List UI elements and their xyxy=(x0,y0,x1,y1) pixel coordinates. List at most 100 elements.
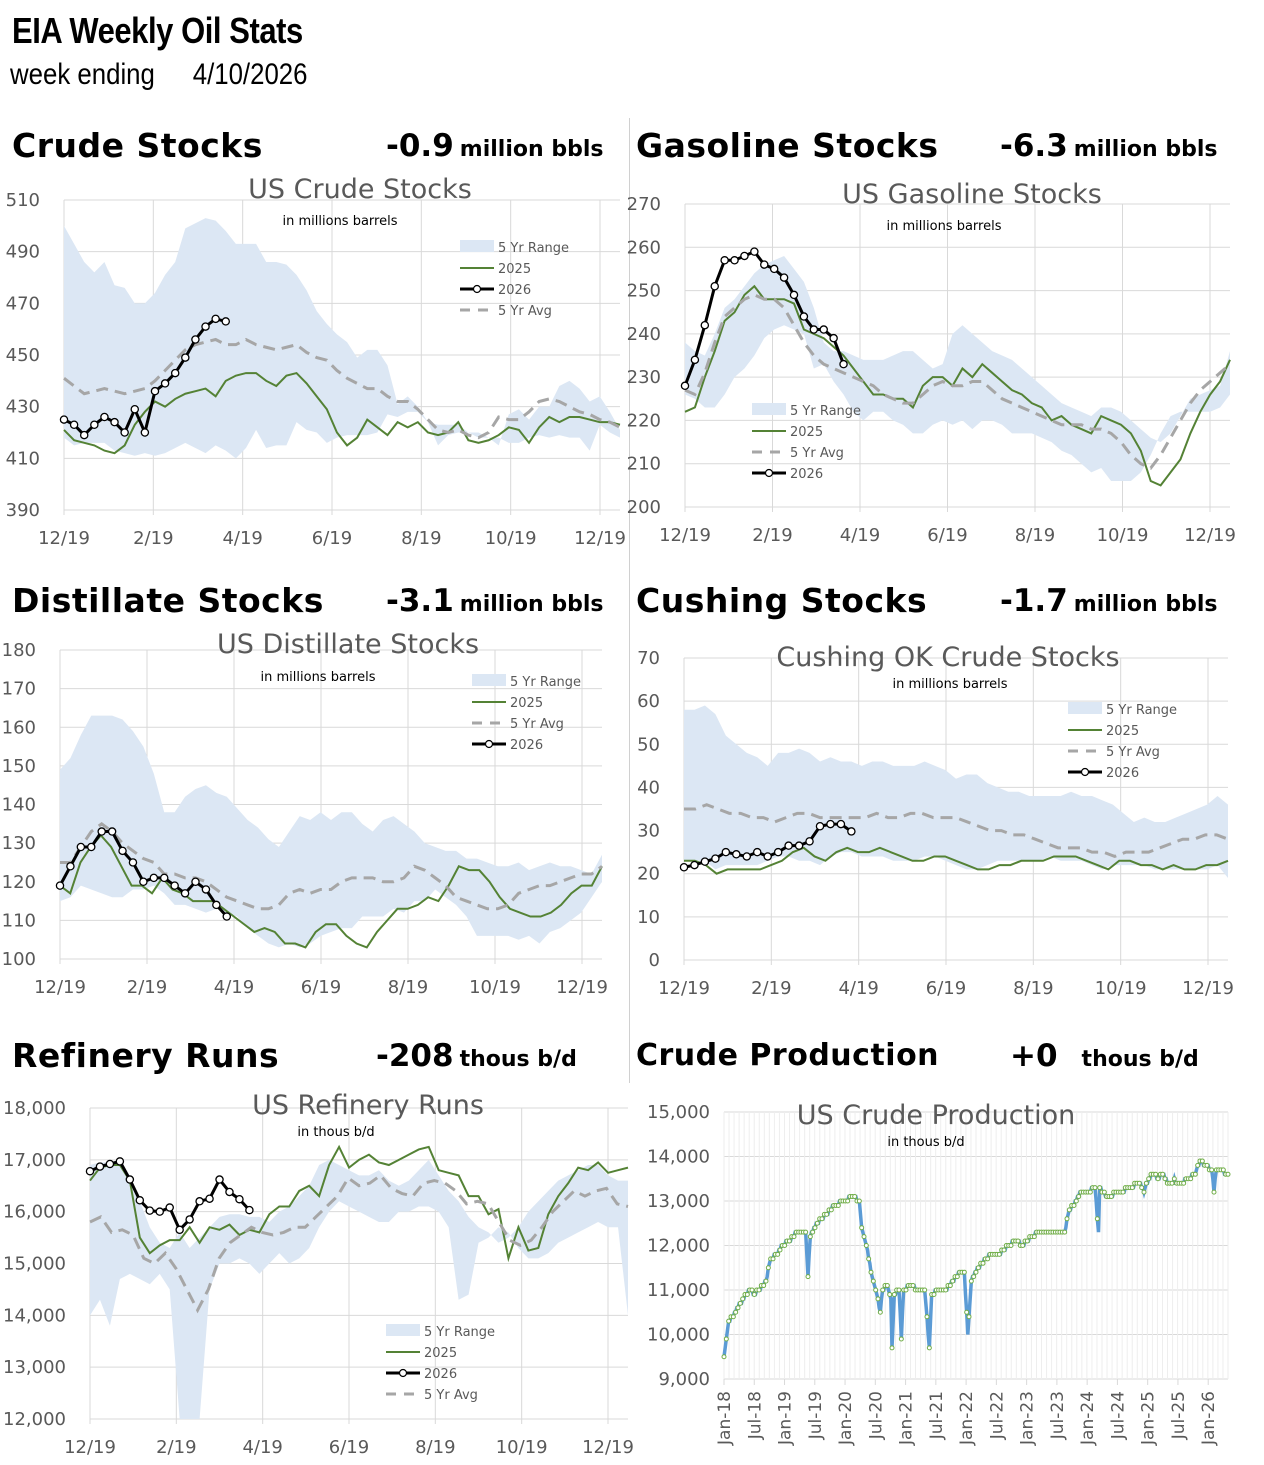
production-point xyxy=(1015,1238,1021,1244)
series-2026-point xyxy=(690,355,700,365)
series-2026-point xyxy=(730,256,739,265)
y-tick-label: 40 xyxy=(637,777,660,798)
production-point xyxy=(730,1314,736,1320)
series-2026-point xyxy=(140,428,150,437)
series-2026-point xyxy=(205,1194,214,1203)
y-tick-label: 450 xyxy=(6,345,40,366)
series-2026-point xyxy=(97,827,106,836)
production-point xyxy=(1064,1216,1070,1222)
series-2026-point xyxy=(829,333,838,343)
y-tick-label: 50 xyxy=(637,734,660,755)
production-point xyxy=(751,1291,757,1297)
production-point xyxy=(1097,1185,1103,1191)
change-unit: million bbls xyxy=(1073,137,1218,162)
y-tick-label: 20 xyxy=(637,864,660,885)
y-tick-label: 130 xyxy=(2,833,36,854)
series-2026-point xyxy=(85,1166,95,1176)
five-yr-avg-line xyxy=(63,337,621,440)
x-tick-label: Jul-22 xyxy=(987,1391,1007,1440)
legend-label: 5 Yr Range xyxy=(1106,703,1177,718)
y-tick-label: 250 xyxy=(627,281,661,302)
series-2026-point xyxy=(773,847,783,857)
production-point xyxy=(770,1256,776,1262)
y-tick-label: 260 xyxy=(627,237,661,258)
production-point xyxy=(1129,1185,1135,1191)
production-point xyxy=(873,1287,879,1293)
x-tick-label: 4/19 xyxy=(242,1437,282,1458)
production-point xyxy=(961,1269,967,1275)
series-2026-point xyxy=(55,881,65,890)
series-2026-point xyxy=(221,317,230,326)
series-2026-point xyxy=(59,415,69,424)
legend-label: 5 Yr Avg xyxy=(1106,745,1160,760)
y-tick-label: 100 xyxy=(2,949,36,970)
x-tick-label: 12/19 xyxy=(556,977,608,998)
series-group xyxy=(59,218,621,459)
production-point xyxy=(1136,1180,1142,1186)
weekly-change: -1.7 million bbls xyxy=(1000,583,1217,619)
production-point xyxy=(1094,1216,1100,1222)
series-2026-point xyxy=(181,353,190,362)
legend-label: 2025 xyxy=(510,696,543,711)
legend-label: 5 Yr Range xyxy=(498,241,569,256)
series-2026-point xyxy=(212,900,221,910)
series-2026-point xyxy=(125,1175,135,1184)
series-2026-point xyxy=(118,846,127,856)
series-2026-point xyxy=(222,912,232,921)
column-divider xyxy=(629,118,630,1083)
production-point xyxy=(749,1287,755,1293)
series-2026-point xyxy=(95,1162,105,1171)
production-point xyxy=(828,1207,834,1213)
y-tick-label: 110 xyxy=(2,910,36,931)
production-point xyxy=(1008,1243,1014,1248)
change-unit: thous b/d xyxy=(459,1047,577,1072)
y-tick-label: 490 xyxy=(6,242,40,263)
production-point xyxy=(805,1274,811,1280)
legend: 5 Yr Range 2025 5 Yr Avg 2026 xyxy=(752,403,861,482)
y-tick-label: 9,000 xyxy=(658,1369,710,1390)
series-2026-point xyxy=(150,386,160,396)
legend-label: 2025 xyxy=(790,425,823,440)
y-tick-label: 230 xyxy=(627,367,661,388)
production-point xyxy=(1195,1162,1201,1168)
series-2026-point xyxy=(155,1207,164,1216)
production-point xyxy=(889,1345,895,1351)
production-point xyxy=(964,1309,970,1315)
x-tick-label: 8/19 xyxy=(388,977,428,998)
series-2026-point xyxy=(769,264,779,274)
production-point xyxy=(898,1336,904,1342)
series-2026-point xyxy=(789,290,799,300)
series-2026-point xyxy=(815,822,825,831)
series-2026-point xyxy=(760,260,769,269)
production-point xyxy=(723,1336,729,1342)
chart-title: US Crude Production xyxy=(797,1100,1076,1131)
legend-label: 5 Yr Avg xyxy=(510,717,564,732)
y-tick-label: 210 xyxy=(627,454,661,475)
x-tick-label: 4/19 xyxy=(222,528,262,549)
legend-label: 2026 xyxy=(498,283,531,298)
series-2026-point xyxy=(710,281,719,291)
x-tick-label: Jan-25 xyxy=(1139,1391,1159,1446)
production-point xyxy=(1073,1198,1079,1204)
legend-swatch-range xyxy=(472,674,506,686)
legend-label: 2026 xyxy=(510,738,543,753)
y-tick-label: 270 xyxy=(627,194,661,215)
y-tick-label: 0 xyxy=(649,950,660,971)
production-point xyxy=(763,1278,769,1284)
x-tick-label: 2/19 xyxy=(127,977,167,998)
weekly-change: -0.9 million bbls xyxy=(386,128,603,164)
legend: 5 Yr Range 2025 2026 5 Yr Avg xyxy=(460,240,569,319)
y-tick-label: 17,000 xyxy=(3,1150,66,1171)
production-point xyxy=(863,1243,869,1248)
x-tick-label: 10/19 xyxy=(496,1437,548,1458)
x-tick-label: 6/19 xyxy=(329,1437,369,1458)
legend-label: 2025 xyxy=(424,1346,457,1361)
production-point xyxy=(1108,1194,1114,1200)
y-tick-label: 140 xyxy=(2,795,36,816)
series-2026-point xyxy=(107,827,117,836)
x-tick-label: Jul-21 xyxy=(927,1391,947,1440)
series-2026-point xyxy=(191,335,200,344)
x-tick-label: 12/19 xyxy=(64,1437,116,1458)
legend-swatch-range xyxy=(1068,702,1102,714)
y-tick-label: 160 xyxy=(2,717,36,738)
